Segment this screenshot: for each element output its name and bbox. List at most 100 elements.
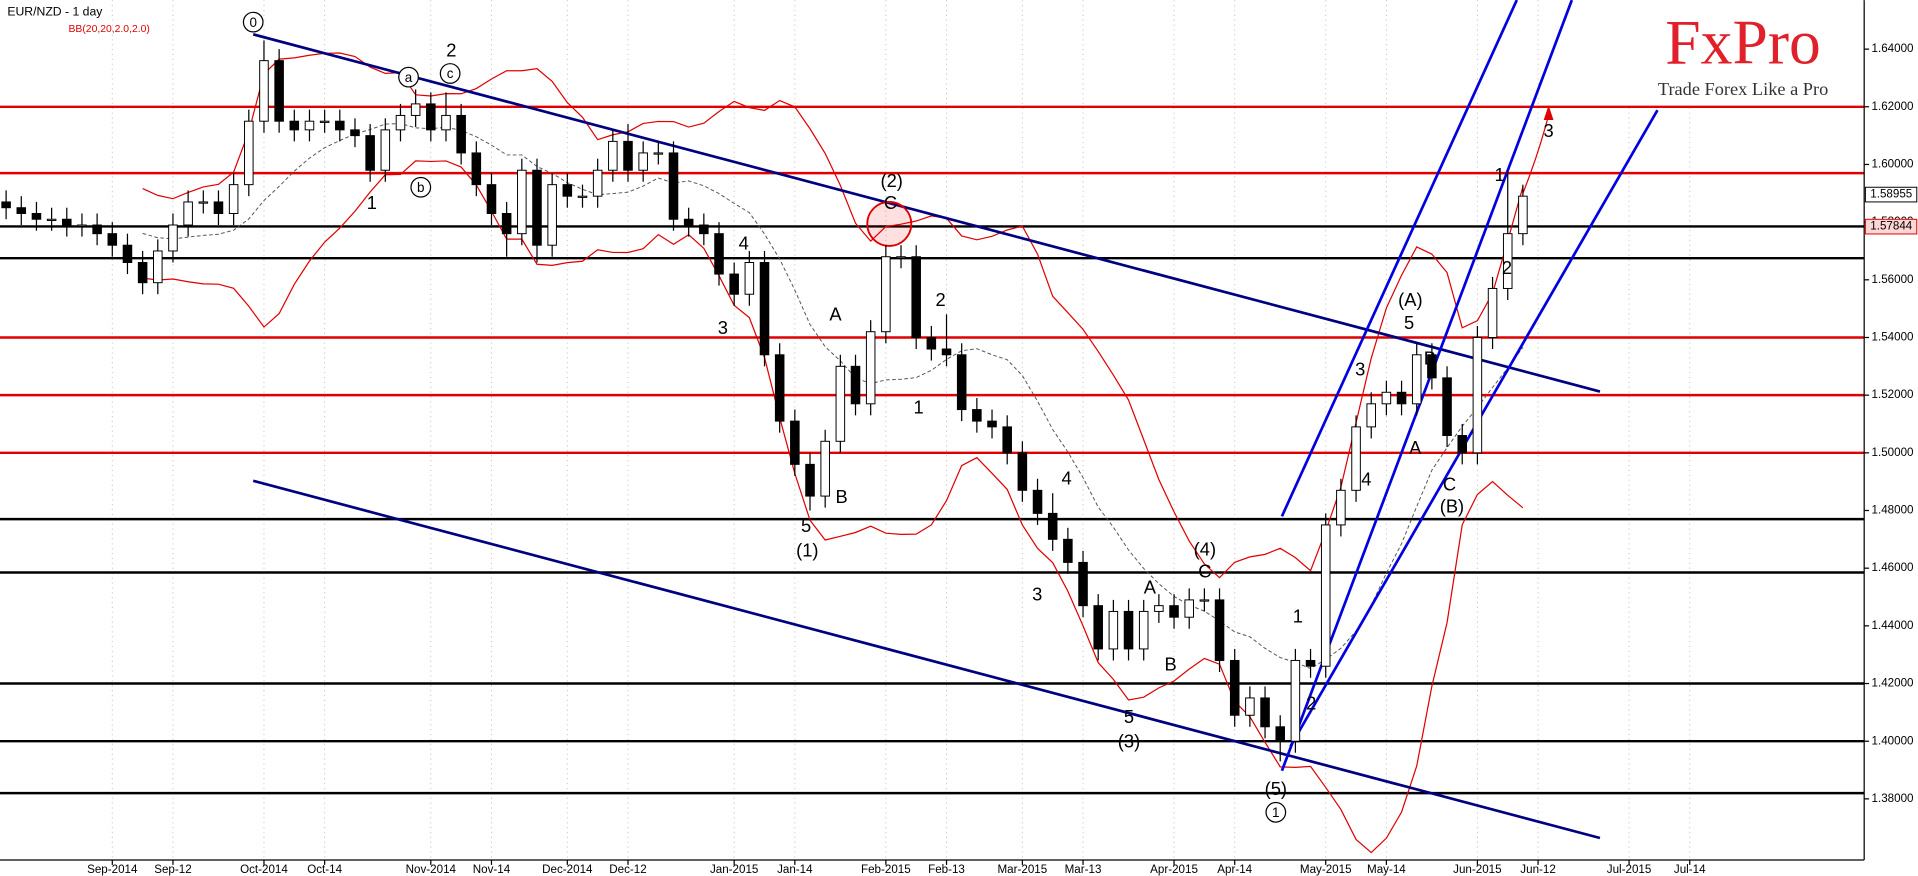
candle-body [1169,605,1179,618]
wave-label: 1 [914,396,924,417]
trend-lines [252,0,1659,840]
wave-label: (A) [1398,289,1422,310]
trend-line [252,479,1601,840]
candle-body [1351,426,1361,491]
wave-label: 1 [1495,164,1505,185]
candle-body [1154,605,1164,612]
wave-label: 5 [1124,706,1134,727]
x-tick-label: Sep-12 [154,863,191,876]
candle-body [714,233,724,275]
wave-label: 4 [1361,469,1371,490]
wave-label: (2) [881,170,903,191]
indicator-label: BB(20,20,2.0,2.0) [69,24,150,35]
wave-label: 2 [1306,693,1316,714]
candle-body [1442,377,1452,437]
candle-body [972,409,982,422]
candle-body [471,152,482,186]
candle-body [653,152,664,155]
annotation-circle [1265,801,1287,823]
x-tick-label: Jun-2015 [1453,863,1501,876]
candle-body [759,262,770,356]
levels [0,105,1865,795]
candle-body [835,365,846,442]
channel-line [1280,0,1519,517]
candle-body [744,262,755,295]
candle-body [623,140,633,171]
wave-label: B [1424,348,1436,369]
candle-body [668,152,679,220]
axes: 1.38000 1.40000 1.42000 1.44000 1.46000 1.480… [87,42,1918,876]
x-tick-label: May-2015 [1300,863,1352,876]
candle-body [1472,336,1483,454]
candle-body [350,129,360,137]
candle-body [486,184,497,214]
y-tick-label: 1.38000 [1872,792,1914,805]
candle-body [1320,524,1331,667]
candle-body [1336,489,1346,526]
candle-body [805,463,815,497]
candle-body [1,201,11,209]
candle-body [820,440,830,497]
candle-body [213,201,224,214]
x-tick-label: Dec-2014 [542,863,593,876]
candle-body [683,218,694,226]
candle-body [1290,659,1301,742]
y-tick-label: 1.56000 [1872,273,1914,286]
y-tick-label: 1.60000 [1872,158,1914,171]
candle-body [1063,538,1073,563]
wave-label: B [1164,653,1176,674]
wave-label: 4 [739,233,749,254]
y-tick-label: 1.48000 [1872,504,1914,517]
wave-label: (1) [796,540,818,561]
candle-body [1199,599,1210,602]
candle-body [46,218,57,221]
candle-body [987,420,997,428]
candle-body [228,184,239,214]
wave-label: (3) [1118,730,1140,751]
price-tag-box [1864,186,1918,203]
x-tick-label: Dec-12 [609,863,646,876]
candle-body [1518,195,1528,235]
wave-label: (5) [1265,778,1287,799]
wave-label: 0 [249,15,256,30]
x-tick-label: Feb-13 [928,863,965,876]
x-tick-label: Mar-2015 [998,863,1048,876]
candle-body [517,169,527,235]
chart-title: EUR/NZD - 1 day [7,5,103,19]
candle-body [896,256,906,259]
candle-body [577,195,588,198]
candle-body [850,365,861,405]
wave-label: 2 [936,289,946,310]
candle-body [1502,233,1513,289]
candle-body [107,233,118,246]
y-tick-label: 1.52000 [1872,388,1914,401]
candle-body [153,250,163,284]
wave-label: 1 [367,192,377,213]
candle-body [941,348,952,356]
candle-body [198,201,209,204]
y-tick-label: 1.44000 [1872,619,1914,632]
logo-tagline: Trade Forex Like a Pro [1658,79,1828,99]
candle-body [1487,287,1498,338]
candle-body [1229,659,1240,716]
price-tag-label: 1.57844 [1870,220,1913,233]
candle-body [335,120,345,131]
x-tick-label: Nov-2014 [406,863,457,876]
candle-body [456,114,466,154]
candle-body [911,256,921,338]
candle-body [77,224,87,227]
candle-body [1427,354,1437,379]
x-tick-label: Nov-14 [473,863,511,876]
candle-body [1032,489,1043,514]
candle-body [774,354,785,422]
candle-body [319,120,330,123]
y-tick-label: 1.54000 [1872,331,1914,344]
annotation-circle [398,66,419,88]
candle-body [1457,435,1468,454]
candle-body [638,152,648,171]
x-tick-label: Jul-14 [1674,863,1706,876]
candle-body [365,135,375,171]
x-tick-label: Oct-2014 [240,863,288,876]
